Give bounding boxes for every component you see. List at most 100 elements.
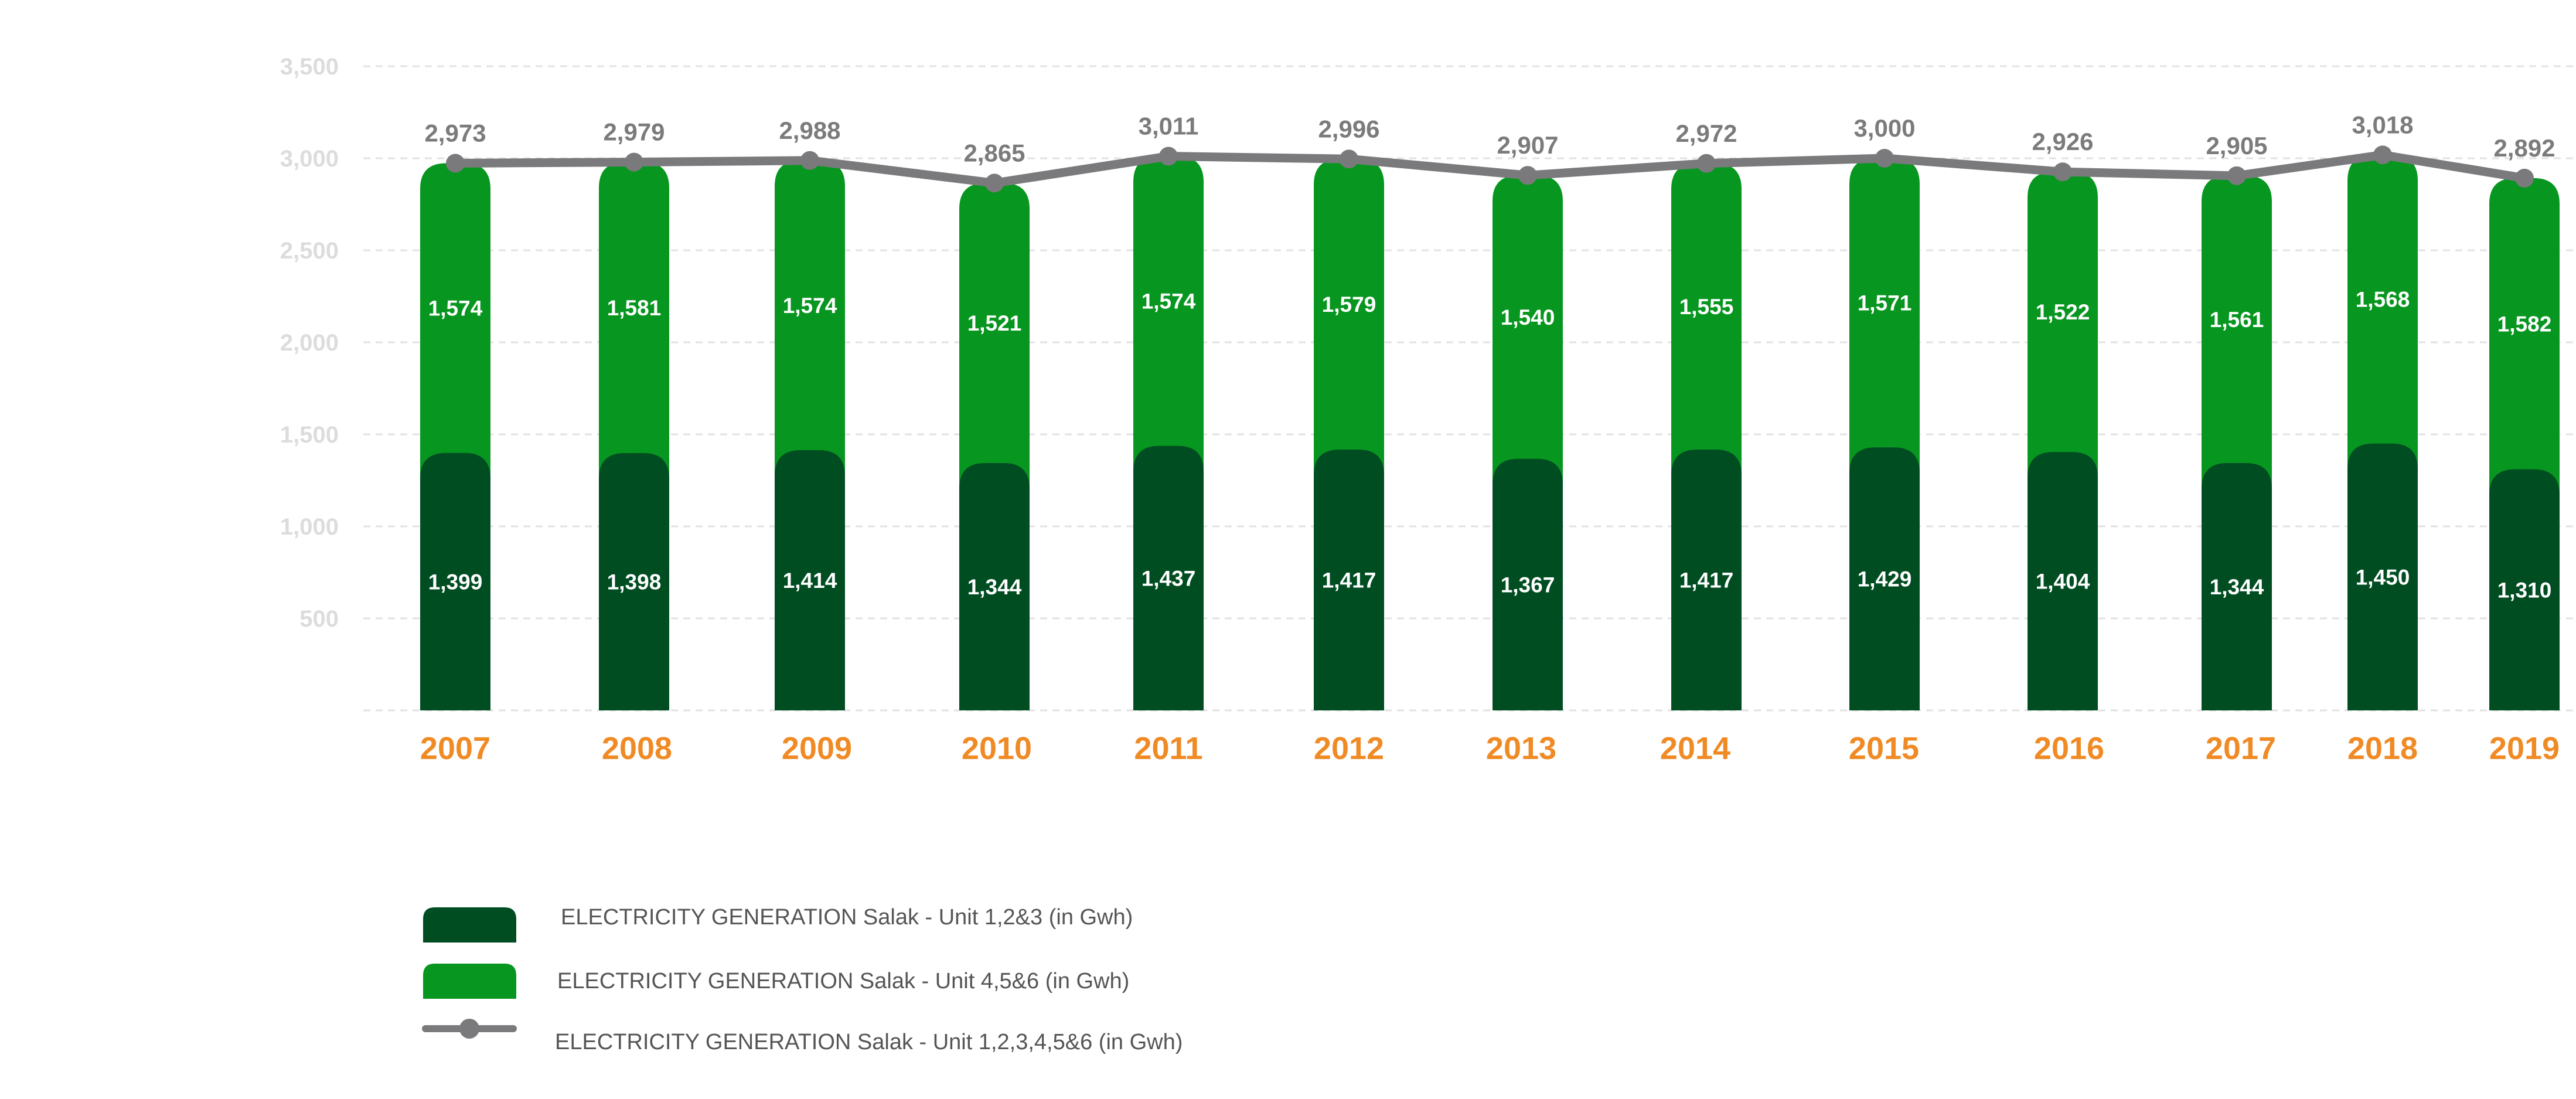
legend-swatch-total-marker — [459, 1019, 479, 1039]
total-line: 2,973 2,979 2,988 2,865 3,011 2,996 2,907 2,972… — [424, 111, 2555, 193]
bar-unit123-2011 — [1133, 445, 1204, 710]
bar-unit123-2013 — [1493, 458, 1563, 710]
bar-label-unit123: 1,344 — [967, 575, 1022, 599]
total-label: 2,926 — [2032, 128, 2093, 155]
bar-label-unit456: 1,581 — [607, 296, 662, 320]
bar-unit123-2018 — [2347, 443, 2418, 710]
x-tick-label: 2008 — [602, 731, 672, 766]
bar-unit456-2008 — [599, 162, 669, 479]
bar-unit123-2008 — [599, 453, 669, 710]
bar-label-unit456: 1,561 — [2210, 308, 2264, 332]
legend-swatch-unit456 — [423, 964, 516, 999]
bar-label-unit123: 1,399 — [428, 570, 483, 594]
total-point-2013 — [1518, 166, 1537, 185]
x-tick-label: 2011 — [1134, 731, 1202, 766]
total-label: 2,865 — [963, 139, 1025, 166]
bar-unit456-2007 — [420, 163, 490, 479]
bar-label-unit123: 1,429 — [1858, 567, 1912, 591]
total-label: 2,988 — [779, 117, 840, 144]
bar-unit123-2010 — [959, 462, 1030, 710]
total-label: 2,996 — [1318, 115, 1379, 142]
bar-label-unit123: 1,367 — [1501, 573, 1555, 597]
y-tick-label: 1,500 — [280, 422, 339, 448]
legend-label-unit456: ELECTRICITY GENERATION Salak - Unit 4,5&… — [557, 969, 1129, 993]
bar-label-unit456: 1,574 — [428, 297, 483, 321]
total-point-2018 — [2373, 145, 2392, 165]
bar-unit123-2016 — [2028, 452, 2098, 710]
bar-label-unit456: 1,568 — [2356, 288, 2410, 312]
bar-unit456-2014 — [1671, 163, 1742, 476]
total-point-2007 — [446, 154, 465, 173]
bar-unit123-2009 — [775, 450, 845, 710]
total-label: 2,892 — [2493, 134, 2555, 162]
legend-item-total[interactable]: ELECTRICITY GENERATION Salak - Unit 1,2,… — [422, 1019, 1183, 1054]
y-tick-label: 3,000 — [280, 146, 339, 172]
bar-label-unit123: 1,450 — [2356, 565, 2410, 589]
legend-swatch-unit123 — [423, 907, 516, 943]
bar-unit456-2018 — [2347, 155, 2418, 469]
x-tick-label: 2013 — [1486, 731, 1556, 766]
bars: 1,399 1,574 1,398 1,581 1,414 1,574 1,344 1,521… — [420, 155, 2560, 710]
total-point-2012 — [1340, 149, 1358, 169]
bar-unit456-2011 — [1133, 156, 1204, 472]
bar-unit456-2009 — [775, 160, 845, 477]
legend-label-total: ELECTRICITY GENERATION Salak - Unit 1,2,… — [555, 1030, 1183, 1054]
bar-label-unit456: 1,574 — [783, 294, 837, 318]
bar-label-unit123: 1,398 — [607, 570, 662, 594]
y-tick-label: 500 — [299, 606, 339, 632]
bar-label-unit456: 1,521 — [967, 311, 1022, 335]
bar-label-unit123: 1,417 — [1322, 569, 1376, 593]
total-point-2016 — [2053, 162, 2072, 182]
total-point-2019 — [2515, 168, 2534, 188]
legend-label-unit123: ELECTRICITY GENERATION Salak - Unit 1,2&… — [561, 905, 1133, 930]
bar-label-unit456: 1,555 — [1679, 295, 1734, 319]
total-label: 2,979 — [603, 118, 665, 146]
total-point-2011 — [1159, 147, 1178, 166]
x-axis-ticks: 2007 2008 2009 2010 2011 2012 2013 2014 2015 2016… — [420, 731, 2560, 766]
total-point-2009 — [800, 151, 819, 170]
x-tick-label: 2019 — [2489, 731, 2560, 766]
bar-label-unit123: 1,437 — [1142, 566, 1196, 590]
legend-item-unit456[interactable]: ELECTRICITY GENERATION Salak - Unit 4,5&… — [423, 964, 1129, 999]
total-point-2014 — [1697, 154, 1716, 173]
x-tick-label: 2010 — [962, 731, 1032, 766]
total-label: 3,018 — [2352, 111, 2413, 138]
bar-unit123-2014 — [1671, 450, 1742, 710]
bar-unit123-2007 — [420, 452, 490, 710]
total-point-2008 — [625, 152, 643, 172]
bar-unit456-2010 — [959, 183, 1030, 489]
bar-unit456-2013 — [1493, 175, 1563, 485]
bar-unit123-2019 — [2489, 469, 2560, 710]
total-label: 2,905 — [2206, 132, 2267, 159]
x-tick-label: 2009 — [782, 731, 852, 766]
bar-unit456-2017 — [2202, 175, 2272, 489]
total-point-2017 — [2227, 166, 2246, 185]
total-label: 2,972 — [1675, 120, 1737, 147]
legend-item-unit123[interactable]: ELECTRICITY GENERATION Salak - Unit 1,2&… — [423, 905, 1133, 943]
bar-label-unit456: 1,582 — [2497, 312, 2552, 336]
bar-label-unit123: 1,344 — [2210, 575, 2264, 599]
bar-label-unit123: 1,310 — [2497, 578, 2552, 602]
x-tick-label: 2007 — [420, 731, 490, 766]
bar-label-unit456: 1,540 — [1501, 305, 1555, 329]
total-point-2010 — [985, 173, 1004, 193]
bar-label-unit123: 1,404 — [2036, 570, 2090, 594]
total-label: 3,000 — [1853, 114, 1915, 142]
bar-label-unit123: 1,417 — [1679, 569, 1734, 593]
total-label: 2,907 — [1497, 131, 1558, 159]
x-tick-label: 2015 — [1849, 731, 1919, 766]
y-tick-label: 2,500 — [280, 238, 339, 264]
bar-unit456-2012 — [1314, 159, 1384, 476]
bar-label-unit456: 1,522 — [2036, 300, 2090, 324]
total-label: 3,011 — [1139, 113, 1199, 140]
x-tick-label: 2016 — [2034, 731, 2104, 766]
total-point-2015 — [1875, 149, 1894, 168]
total-label: 2,973 — [424, 119, 486, 147]
x-tick-label: 2014 — [1660, 731, 1730, 766]
bar-unit123-2015 — [1849, 447, 1920, 710]
bar-unit456-2015 — [1849, 158, 1920, 474]
bar-unit123-2017 — [2202, 462, 2272, 710]
bar-label-unit456: 1,579 — [1322, 292, 1376, 317]
bar-label-unit456: 1,574 — [1142, 290, 1196, 314]
